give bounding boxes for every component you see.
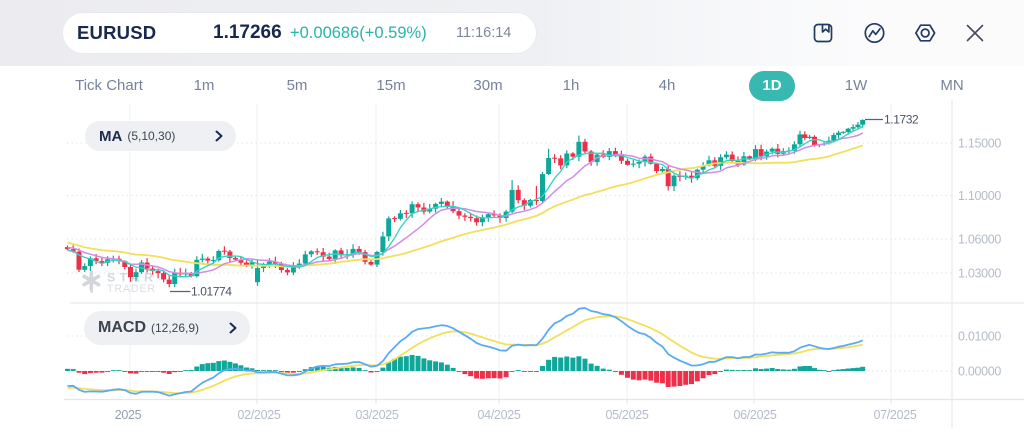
svg-text:1.1732: 1.1732 (884, 113, 919, 127)
svg-text:0.00000: 0.00000 (958, 365, 1001, 379)
svg-text:1.06000: 1.06000 (958, 233, 1001, 247)
svg-text:04/2025: 04/2025 (477, 408, 520, 422)
svg-text:1.10000: 1.10000 (958, 189, 1001, 203)
svg-text:0.01000: 0.01000 (958, 330, 1001, 344)
svg-text:06/2025: 06/2025 (733, 408, 776, 422)
svg-text:TRADER: TRADER (107, 283, 156, 295)
svg-text:05/2025: 05/2025 (605, 408, 648, 422)
svg-text:1.03000: 1.03000 (958, 267, 1001, 281)
svg-text:2025: 2025 (115, 408, 142, 422)
svg-text:02/2025: 02/2025 (237, 408, 280, 422)
svg-text:07/2025: 07/2025 (873, 408, 916, 422)
svg-text:1.15000: 1.15000 (958, 137, 1001, 151)
svg-text:1.01774: 1.01774 (191, 285, 232, 299)
svg-text:03/2025: 03/2025 (355, 408, 398, 422)
